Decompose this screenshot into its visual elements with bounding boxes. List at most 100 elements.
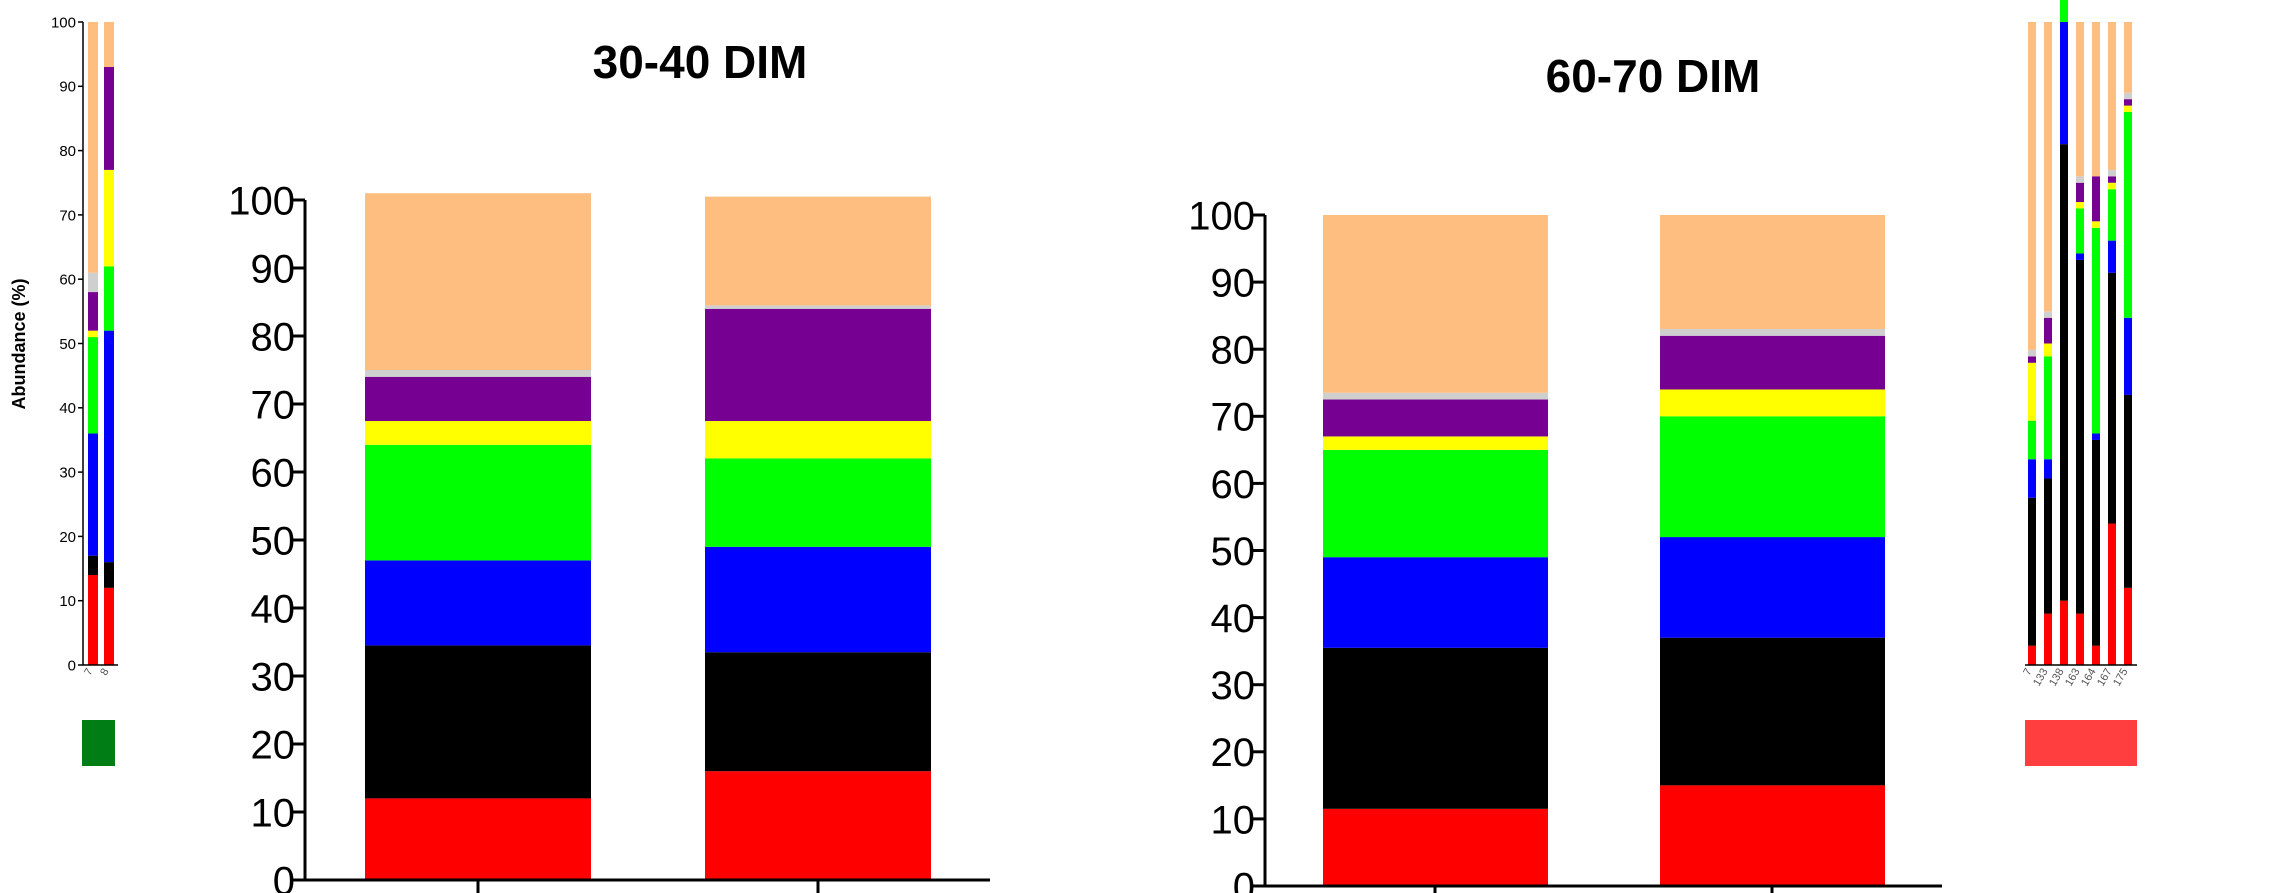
bar-segment-blue-4 bbox=[2076, 253, 2084, 260]
y-tick-label: 30 bbox=[59, 465, 76, 482]
bar-segment-blue-1 bbox=[1323, 557, 1548, 648]
bar-segment-yellow-6 bbox=[2108, 182, 2116, 190]
left-mini-chart: 0 10 20 30 40 50 60 70 80 90 100 7 8 Abundance (%) bbox=[9, 14, 118, 678]
bar-segment-red-1 bbox=[1323, 808, 1548, 886]
bar-segment-purple-2 bbox=[2044, 317, 2052, 344]
y-tick-label: 30 bbox=[251, 655, 296, 699]
y-tick-label: 60 bbox=[251, 451, 296, 495]
bar-segment-grey-2 bbox=[2044, 311, 2052, 318]
right-group-swatch bbox=[2025, 720, 2137, 766]
bar-segment-red-1 bbox=[2028, 645, 2036, 665]
bar-segment-green-6 bbox=[2108, 189, 2116, 241]
x-category-label: 8 bbox=[98, 667, 111, 678]
chart-title: 60-70 DIM bbox=[1546, 50, 1761, 102]
bar-segment-grey-4 bbox=[2076, 176, 2084, 183]
x-category-label: 164 bbox=[2079, 667, 2099, 689]
bar-segment-black-3 bbox=[2060, 144, 2068, 601]
bar-segment-yellow-2 bbox=[2044, 343, 2052, 357]
bar-segment-green-1 bbox=[365, 444, 591, 561]
y-tick-label: 10 bbox=[1211, 798, 1256, 842]
y-tick-label: 80 bbox=[59, 143, 76, 160]
bar-segment-peach-2 bbox=[104, 22, 114, 68]
bar-segment-grey-1 bbox=[88, 272, 98, 293]
y-tick-label: 40 bbox=[251, 587, 296, 631]
bar-segment-black-2 bbox=[705, 652, 931, 772]
bar-segment-peach-2 bbox=[1660, 215, 1885, 330]
bar-segment-red-2 bbox=[1660, 785, 1885, 886]
bar-segment-black-1 bbox=[88, 555, 98, 575]
y-tick-label: 40 bbox=[59, 400, 76, 417]
y-tick-label: 100 bbox=[1188, 194, 1255, 238]
bar-segment-peach-4 bbox=[2076, 22, 2084, 177]
bar-segment-purple-1 bbox=[2028, 356, 2036, 363]
y-tick-label: 90 bbox=[59, 79, 76, 96]
x-category-label: 7 bbox=[2021, 667, 2034, 678]
bar-segment-blue-2 bbox=[1660, 537, 1885, 638]
bar-segment-green-7 bbox=[2124, 112, 2132, 318]
y-axis-label: Abundance (%) bbox=[9, 278, 29, 409]
bar-segment-blue-2 bbox=[104, 330, 114, 563]
bar-segment-yellow-1 bbox=[2028, 362, 2036, 421]
bar-segment-purple-2 bbox=[1660, 335, 1885, 390]
x-category-label: 167 bbox=[2095, 667, 2115, 689]
bar-segment-purple-1 bbox=[1323, 399, 1548, 437]
bar-segment-peach-2 bbox=[705, 196, 931, 306]
bar-segment-green-5 bbox=[2092, 227, 2100, 434]
bar-segment-blue-2 bbox=[2044, 459, 2052, 479]
y-tick-label: 20 bbox=[59, 529, 76, 546]
bar-segment-red-5 bbox=[2092, 645, 2100, 665]
chart-30-40-dim: 30-40 DIM 0 10 20 30 40 50 60 70 80 90 100 bbox=[228, 36, 990, 893]
y-tick-label: 40 bbox=[1211, 597, 1256, 641]
bar-segment-black-1 bbox=[365, 645, 591, 799]
bar-segment-grey-1 bbox=[2028, 349, 2036, 357]
bar-segment-blue-6 bbox=[2108, 240, 2116, 273]
bar-segment-purple-4 bbox=[2076, 182, 2084, 203]
bar-segment-purple-2 bbox=[104, 67, 114, 170]
bar-segment-black-2 bbox=[2044, 478, 2052, 614]
bar-segment-peach-1 bbox=[1323, 215, 1548, 393]
bar-segment-black-6 bbox=[2108, 272, 2116, 524]
bar-segment-peach-2 bbox=[2044, 22, 2052, 312]
bar-segment-black-2 bbox=[104, 562, 114, 588]
bar-segment-blue-1 bbox=[2028, 459, 2036, 498]
y-tick-label: 50 bbox=[1211, 530, 1256, 574]
bar-segment-blue-7 bbox=[2124, 317, 2132, 395]
bar-segment-red-7 bbox=[2124, 587, 2132, 665]
bar-segment-green-1 bbox=[2028, 420, 2036, 460]
bar-segment-black-7 bbox=[2124, 394, 2132, 588]
y-tick-label: 100 bbox=[51, 14, 76, 31]
bar-segment-red-2 bbox=[2044, 613, 2052, 665]
x-category-label: 175 bbox=[2111, 667, 2131, 689]
y-tick-label: 80 bbox=[251, 315, 296, 359]
y-tick-label: 90 bbox=[251, 247, 296, 291]
bar-segment-yellow-7 bbox=[2124, 105, 2132, 113]
bar-segment-peach-1 bbox=[365, 193, 591, 370]
bar-segment-blue-3 bbox=[2060, 22, 2068, 145]
bar-segment-blue-2 bbox=[705, 546, 931, 653]
bar-segment-purple-7 bbox=[2124, 99, 2132, 106]
bar-segment-yellow-4 bbox=[2076, 202, 2084, 209]
bar-segment-yellow-1 bbox=[365, 421, 591, 445]
bar-segment-red-1 bbox=[88, 574, 98, 665]
x-category-label: 7 bbox=[82, 667, 95, 678]
y-tick-label: 80 bbox=[1211, 329, 1256, 373]
y-tick-label: 60 bbox=[1211, 463, 1256, 507]
bar-segment-black-1 bbox=[2028, 497, 2036, 646]
y-tick-label: 70 bbox=[1211, 396, 1256, 440]
bar-segment-grey-1 bbox=[365, 370, 591, 377]
bar-segment-green-2 bbox=[104, 266, 114, 331]
bar-segment-yellow-1 bbox=[88, 330, 98, 338]
bar-segment-green-1 bbox=[88, 337, 98, 434]
bar-segment-red-3 bbox=[2060, 600, 2068, 665]
bar-segment-grey-2 bbox=[705, 305, 931, 309]
y-tick-label: 30 bbox=[1211, 664, 1256, 708]
bar-segment-red-6 bbox=[2108, 523, 2116, 665]
y-tick-label: 0 bbox=[273, 859, 295, 893]
bar-segment-grey-1 bbox=[1323, 392, 1548, 400]
bar-segment-blue-5 bbox=[2092, 433, 2100, 440]
bar-segment-blue-1 bbox=[365, 560, 591, 646]
bar-segment-green-3 bbox=[2060, 0, 2068, 22]
y-tick-label: 10 bbox=[59, 593, 76, 610]
y-tick-label: 90 bbox=[1211, 262, 1256, 306]
